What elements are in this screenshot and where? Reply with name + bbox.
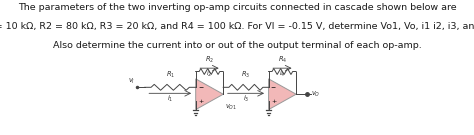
Text: $v_I$: $v_I$ bbox=[128, 77, 135, 86]
Text: The parameters of the two inverting op-amp circuits connected in cascade shown b: The parameters of the two inverting op-a… bbox=[18, 3, 456, 12]
Text: $R_2$: $R_2$ bbox=[205, 55, 214, 65]
Text: R1 = 10 kΩ, R2 = 80 kΩ, R3 = 20 kΩ, and R4 = 100 kΩ. For VI = -0.15 V, determine: R1 = 10 kΩ, R2 = 80 kΩ, R3 = 20 kΩ, and … bbox=[0, 22, 474, 31]
Polygon shape bbox=[196, 79, 223, 110]
Text: −: − bbox=[271, 85, 276, 90]
Text: −: − bbox=[198, 85, 203, 90]
Polygon shape bbox=[269, 79, 296, 110]
Text: $v_{O1}$: $v_{O1}$ bbox=[225, 103, 237, 112]
Text: $i_1$: $i_1$ bbox=[167, 94, 173, 104]
Text: $i_3$: $i_3$ bbox=[243, 94, 249, 104]
Text: +: + bbox=[271, 99, 276, 104]
Text: +: + bbox=[198, 99, 203, 104]
Text: $v_O$: $v_O$ bbox=[310, 90, 320, 99]
Text: Also determine the current into or out of the output terminal of each op-amp.: Also determine the current into or out o… bbox=[53, 41, 421, 50]
Text: $R_4$: $R_4$ bbox=[278, 55, 287, 65]
Text: $i_4$: $i_4$ bbox=[279, 69, 286, 79]
Text: $i_2$: $i_2$ bbox=[206, 69, 213, 79]
Text: $R_3$: $R_3$ bbox=[241, 70, 250, 80]
Text: $R_1$: $R_1$ bbox=[165, 70, 175, 80]
